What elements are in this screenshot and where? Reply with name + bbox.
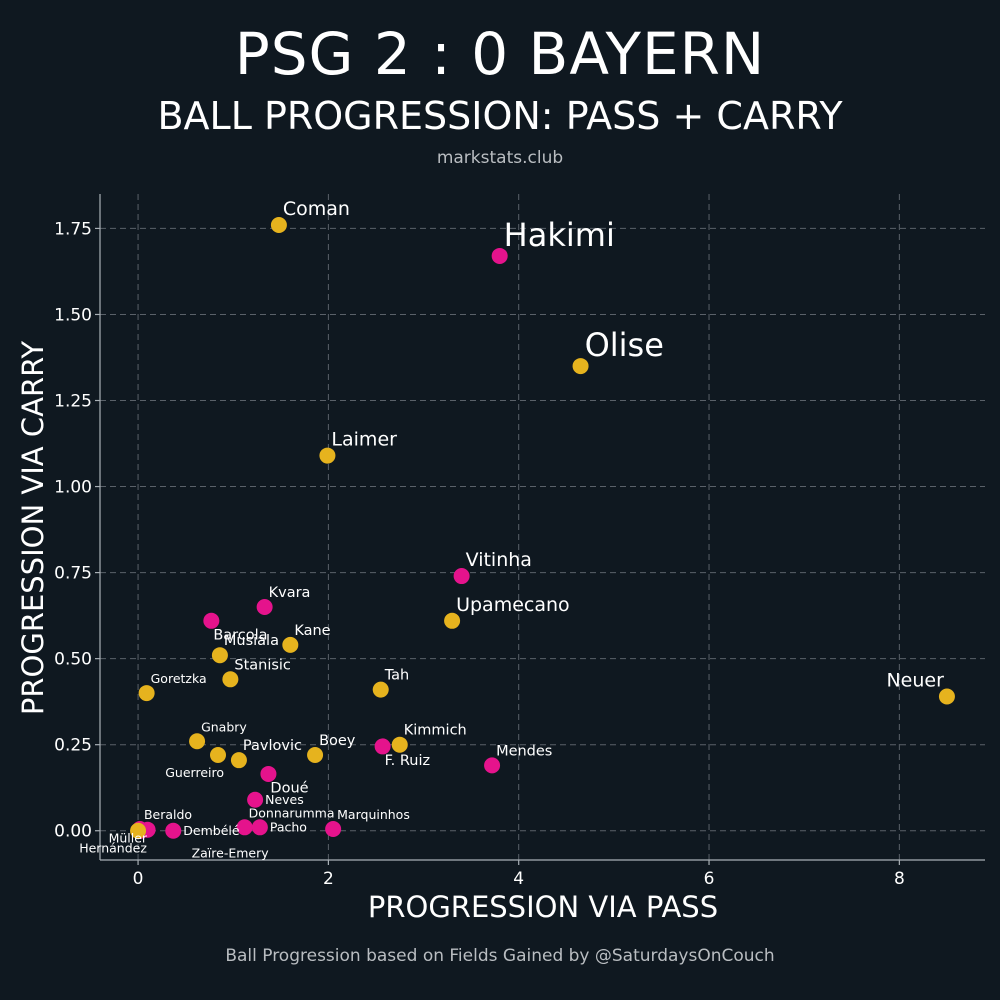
y-tick-label: 0.25 bbox=[54, 736, 92, 756]
label-musiala: Musiala bbox=[224, 633, 279, 649]
label-hernandez: Hernández bbox=[79, 841, 147, 856]
label-tah: Tah bbox=[384, 668, 410, 684]
label-coman: Coman bbox=[283, 198, 350, 220]
chart-subtitle: BALL PROGRESSION: PASS + CARRY bbox=[157, 94, 843, 138]
label-pacho: Pacho bbox=[270, 820, 307, 835]
point-donnarumma bbox=[236, 819, 253, 836]
point-marquinhos bbox=[325, 821, 342, 838]
axes-layer: 0 2 4 6 8 0.00 0.25 0.50 0.75 1.00 1.25 1.50 1.75 bbox=[54, 194, 985, 889]
grid-layer bbox=[100, 194, 985, 860]
point-muller bbox=[130, 822, 147, 839]
point-barcola bbox=[203, 612, 220, 629]
point-tah bbox=[372, 681, 389, 698]
x-tick-label: 0 bbox=[133, 869, 144, 889]
point-neuer bbox=[938, 688, 955, 705]
point-stanisic bbox=[222, 671, 239, 688]
y-tick-label: 1.25 bbox=[54, 392, 92, 412]
label-pavlovic: Pavlovic bbox=[243, 738, 302, 754]
point-boey bbox=[307, 747, 324, 764]
label-hakimi: Hakimi bbox=[504, 216, 615, 254]
label-kane: Kane bbox=[294, 623, 330, 639]
label-beraldo: Beraldo bbox=[144, 807, 192, 822]
y-tick-label: 1.00 bbox=[54, 478, 92, 498]
point-hakimi bbox=[491, 247, 508, 264]
point-upamecano bbox=[444, 612, 461, 629]
label-mendes: Mendes bbox=[496, 743, 552, 759]
point-dembele bbox=[165, 822, 182, 839]
label-barcola: Barcola bbox=[213, 627, 267, 643]
label-kvara: Kvara bbox=[269, 585, 311, 601]
label-stanisic: Stanisic bbox=[234, 657, 291, 673]
source-credit: markstats.club bbox=[436, 148, 564, 168]
x-axis-label: PROGRESSION VIA PASS bbox=[368, 890, 718, 924]
label-vitinha: Vitinha bbox=[466, 549, 532, 571]
point-musiala bbox=[211, 647, 228, 664]
point-mendes bbox=[484, 757, 501, 774]
label-olise: Olise bbox=[585, 326, 664, 364]
x-tick-label: 2 bbox=[323, 869, 334, 889]
point-olise bbox=[572, 358, 589, 375]
point-kimmich bbox=[391, 736, 408, 753]
label-guerreiro: Guerreiro bbox=[165, 765, 224, 780]
point-coman bbox=[270, 216, 287, 233]
label-laimer: Laimer bbox=[331, 429, 397, 451]
label-boey: Boey bbox=[319, 733, 356, 749]
point-gnabry bbox=[189, 733, 206, 750]
label-muller: Müller bbox=[109, 831, 148, 846]
point-doue bbox=[260, 765, 277, 782]
x-tick-label: 4 bbox=[513, 869, 524, 889]
label-zaire-emery: Zaïre-Emery bbox=[192, 846, 270, 861]
footer-note: Ball Progression based on Fields Gained … bbox=[225, 946, 775, 966]
y-axis-label: PROGRESSION VIA CARRY bbox=[16, 341, 50, 715]
label-neuer: Neuer bbox=[886, 670, 944, 692]
point-pacho bbox=[251, 819, 268, 836]
point-vitinha bbox=[453, 568, 470, 585]
point-kvara bbox=[256, 599, 273, 616]
y-tick-label: 0.00 bbox=[54, 822, 92, 842]
label-f-ruiz: F. Ruiz bbox=[385, 753, 430, 769]
label-kimmich: Kimmich bbox=[404, 723, 467, 739]
y-tick-label: 1.75 bbox=[54, 219, 92, 239]
label-doue: Doué bbox=[270, 780, 308, 796]
label-gnabry: Gnabry bbox=[201, 719, 247, 734]
point-kane bbox=[282, 636, 299, 653]
point-f-ruiz bbox=[374, 738, 391, 755]
label-neves: Neves bbox=[265, 792, 304, 807]
label-marquinhos: Marquinhos bbox=[337, 807, 410, 822]
label-donnarumma: Donnarumma bbox=[249, 805, 335, 820]
point-pavlovic bbox=[230, 752, 247, 769]
points-layer bbox=[130, 216, 955, 839]
y-tick-label: 1.50 bbox=[54, 305, 92, 325]
y-tick-label: 0.75 bbox=[54, 564, 92, 584]
point-neves bbox=[247, 791, 264, 808]
x-tick-label: 8 bbox=[894, 869, 905, 889]
point-guerreiro bbox=[210, 747, 226, 764]
label-dembele: Dembélé bbox=[183, 823, 240, 838]
label-upamecano: Upamecano bbox=[456, 594, 570, 616]
labels-layer: Hakimi Vitinha Kvara Barcola F. Ruiz Mendes Do… bbox=[79, 198, 944, 861]
label-goretzka: Goretzka bbox=[151, 671, 207, 686]
point-laimer bbox=[319, 447, 336, 464]
x-tick-label: 6 bbox=[704, 869, 715, 889]
point-goretzka bbox=[138, 685, 155, 702]
chart-title: PSG 2 : 0 BAYERN bbox=[234, 20, 766, 88]
y-tick-label: 0.50 bbox=[54, 650, 92, 670]
